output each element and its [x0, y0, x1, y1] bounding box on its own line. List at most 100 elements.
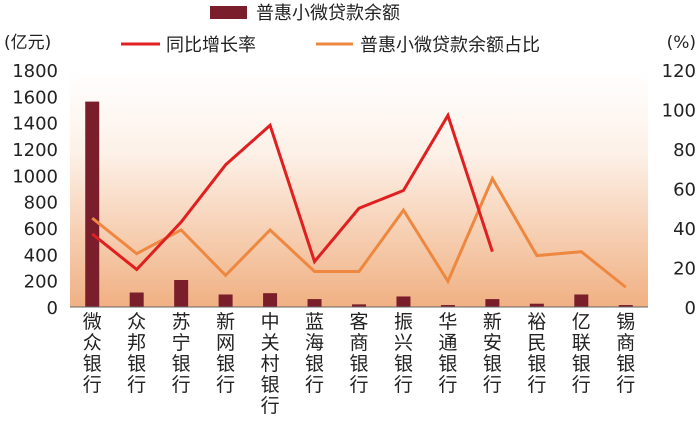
category-label-char: 锡	[616, 311, 635, 333]
category-label-char: 行	[305, 374, 324, 396]
left-tick-label: 600	[24, 219, 58, 240]
category-label-char: 微	[83, 311, 102, 333]
category-label-char: 银	[572, 353, 591, 375]
category-label-char: 银	[261, 374, 280, 396]
bar	[129, 292, 144, 307]
category-label-char: 裕	[527, 311, 546, 333]
category-label-char: 行	[572, 374, 591, 396]
left-axis-unit: (亿元)	[4, 33, 51, 53]
right-axis-unit: (%)	[667, 33, 696, 53]
left-tick-label: 400	[24, 245, 58, 266]
category-labels: 微众银行众邦银行苏宁银行新网银行中关村银行蓝海银行客商银行振兴银行华通银行新安银…	[83, 311, 636, 417]
category-label-char: 银	[394, 353, 413, 375]
bar	[174, 280, 189, 307]
category-label-char: 亿	[572, 311, 591, 333]
right-tick-label: 60	[673, 180, 696, 201]
category-label-char: 通	[438, 332, 457, 354]
category-label-char: 行	[261, 395, 280, 417]
series-line	[91, 175, 627, 289]
legend-label-growth: 同比增长率	[166, 35, 256, 56]
left-tick-label: 1800	[12, 61, 58, 82]
category-label-char: 银	[483, 353, 502, 375]
left-axis-ticks: 0 200 400 600 800 1000 1200 1400 1600 1800	[12, 61, 58, 319]
category-label-char: 行	[127, 374, 146, 396]
category-label-char: 银	[438, 353, 457, 375]
bar	[440, 305, 455, 307]
category-label-char: 行	[172, 374, 191, 396]
category-label-char: 关	[261, 332, 280, 354]
category-label-char: 村	[261, 353, 280, 375]
category-label-char: 银	[83, 353, 102, 375]
category-label-char: 银	[527, 353, 546, 375]
legend-label-share: 普惠小微贷款余额占比	[360, 35, 540, 56]
category-label-char: 华	[438, 311, 457, 333]
category-label-char: 海	[305, 332, 324, 354]
left-tick-label: 1600	[12, 87, 58, 108]
category-label-char: 行	[349, 374, 368, 396]
left-tick-label: 1400	[12, 114, 58, 135]
right-tick-label: 40	[673, 219, 696, 240]
line-series	[91, 111, 627, 289]
category-label-char: 行	[394, 374, 413, 396]
left-tick-label: 1000	[12, 166, 58, 187]
bar	[618, 305, 633, 307]
bar	[352, 304, 366, 307]
right-tick-label: 20	[673, 259, 696, 280]
category-label-char: 众	[127, 311, 146, 333]
bar	[396, 296, 411, 307]
category-label-char: 银	[616, 353, 635, 375]
left-tick-label: 1200	[12, 140, 58, 161]
category-label-char: 商	[616, 332, 635, 354]
category-label-char: 银	[216, 353, 235, 375]
category-label-char: 商	[349, 332, 368, 354]
category-label-char: 银	[172, 353, 191, 375]
category-label-char: 行	[616, 374, 635, 396]
category-label-char: 行	[527, 374, 546, 396]
category-label-char: 新	[216, 311, 235, 333]
category-label-char: 客	[349, 311, 368, 333]
bar-series	[85, 101, 633, 307]
bar	[85, 101, 100, 307]
bar	[263, 293, 278, 307]
category-label-char: 安	[483, 332, 502, 354]
category-label-char: 联	[572, 332, 591, 354]
bar	[307, 299, 322, 307]
bar	[574, 294, 589, 307]
category-label-char: 中	[261, 311, 280, 333]
left-tick-label: 0	[47, 298, 58, 319]
legend: 普惠小微贷款余额 同比增长率 普惠小微贷款余额占比	[121, 3, 540, 56]
category-label-char: 振	[394, 311, 413, 333]
right-axis-ticks: 0 20 40 60 80 100 120	[662, 61, 696, 319]
legend-swatch-bar	[210, 6, 247, 19]
category-label-char: 银	[127, 353, 146, 375]
category-label-char: 邦	[127, 332, 146, 354]
category-label-char: 新	[483, 311, 502, 333]
bar	[218, 294, 233, 307]
right-tick-label: 80	[673, 140, 696, 161]
bar	[485, 299, 500, 307]
series-line	[91, 111, 494, 272]
category-label-char: 行	[216, 374, 235, 396]
right-tick-label: 100	[662, 101, 696, 122]
category-label-char: 民	[527, 332, 546, 354]
category-label-char: 众	[83, 332, 102, 354]
left-tick-label: 800	[24, 193, 58, 214]
category-label-char: 行	[438, 374, 457, 396]
category-label-char: 兴	[394, 332, 413, 354]
right-tick-label: 120	[662, 61, 696, 82]
left-tick-label: 200	[24, 272, 58, 293]
category-label-char: 蓝	[305, 311, 324, 333]
